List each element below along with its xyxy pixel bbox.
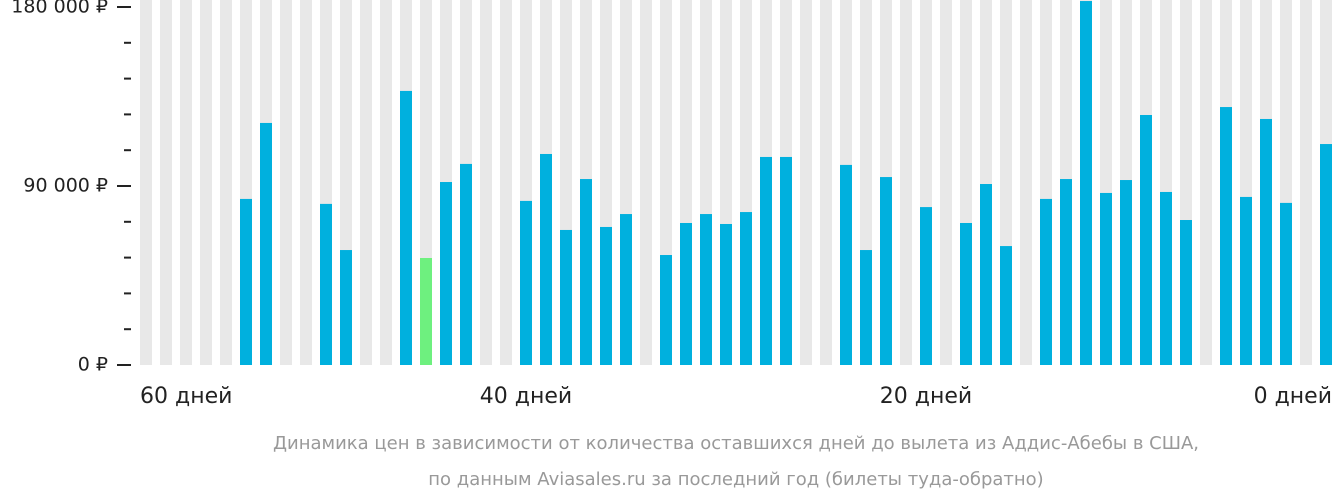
bar (920, 207, 932, 365)
bar (240, 198, 252, 365)
x-tick-label: 0 дней (1254, 384, 1332, 409)
day-slot (300, 0, 312, 365)
day-slot (200, 0, 212, 365)
day-slot (1020, 0, 1032, 365)
day-slot (1300, 0, 1312, 365)
day-slot (1200, 0, 1212, 365)
bar (1080, 1, 1092, 366)
y-tick-label: 90 000 ₽ (23, 175, 108, 197)
bar (320, 203, 332, 365)
bar (1040, 198, 1052, 365)
bar (560, 229, 572, 365)
bar (260, 122, 272, 365)
bar (340, 250, 352, 365)
bar (1260, 118, 1272, 365)
day-slot (180, 0, 192, 365)
day-slot (360, 0, 372, 365)
x-tick-label: 40 дней (480, 384, 572, 409)
day-slot (380, 0, 392, 365)
day-slot (140, 0, 152, 365)
bar (680, 222, 692, 365)
bar (780, 156, 792, 365)
caption-line: по данным Aviasales.ru за последний год … (428, 469, 1043, 490)
y-tick-label: 0 ₽ (78, 354, 108, 376)
bar (740, 212, 752, 365)
bar (580, 179, 592, 365)
bar (440, 182, 452, 365)
day-slot (800, 0, 812, 365)
day-slot (480, 0, 492, 365)
bar (880, 177, 892, 365)
x-tick-label: 20 дней (880, 384, 972, 409)
bar (420, 257, 432, 365)
bar (1100, 192, 1112, 365)
bar (1140, 114, 1152, 365)
day-slot (900, 0, 912, 365)
bar (840, 164, 852, 365)
bar (1180, 220, 1192, 365)
bar (700, 214, 712, 365)
bar (460, 163, 472, 365)
bar (540, 153, 552, 365)
bar (1220, 107, 1232, 366)
day-slot (820, 0, 832, 365)
day-slot (280, 0, 292, 365)
day-slot (640, 0, 652, 365)
bar (1000, 246, 1012, 365)
bar (1280, 202, 1292, 365)
bar (520, 200, 532, 365)
bar (1120, 180, 1132, 365)
day-slot (220, 0, 232, 365)
bar (1060, 179, 1072, 365)
bar (720, 223, 732, 365)
bar (980, 184, 992, 365)
bar (600, 226, 612, 365)
bar (1240, 196, 1252, 365)
bar (860, 250, 872, 365)
y-tick-label: 180 000 ₽ (11, 0, 108, 18)
caption-line: Динамика цен в зависимости от количества… (273, 433, 1199, 454)
bar (660, 255, 672, 365)
bar (400, 90, 412, 365)
bar (960, 222, 972, 365)
day-slot (940, 0, 952, 365)
bar (760, 156, 772, 365)
day-slot (160, 0, 172, 365)
bar (620, 214, 632, 365)
bar (1160, 191, 1172, 365)
x-tick-label: 60 дней (140, 384, 232, 409)
bar (1320, 144, 1332, 365)
day-slot (500, 0, 512, 365)
